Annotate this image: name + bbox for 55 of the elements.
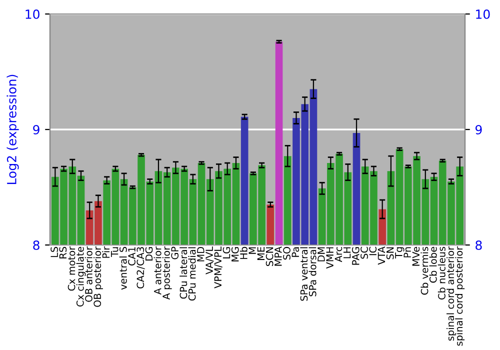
x-tick-label: SCN: [266, 247, 274, 266]
x-tick-label: IC: [369, 246, 377, 256]
y-tick-label: 10: [26, 9, 40, 19]
x-tick-label: SO: [283, 246, 290, 260]
x-tick-label: GP: [171, 246, 179, 260]
x-tick-label: MD: [197, 246, 204, 262]
x-tick-label: CPu lateral: [180, 247, 188, 299]
x-tick-label: ME: [257, 247, 264, 260]
x-tick-label: SPa ventral: [300, 247, 308, 301]
x-tick-label: MG: [231, 247, 239, 262]
x-tick-label: VPM/VPL: [214, 246, 222, 288]
x-tick-label: ventral S: [119, 246, 127, 290]
x-tick-label: CA1: [128, 247, 136, 266]
x-tick-label: PAG: [352, 247, 360, 265]
x-tick-label: MPA: [274, 246, 282, 266]
x-tick-label: SN: [386, 247, 394, 260]
x-tick-label: DG: [145, 247, 153, 260]
y2-tick-label: 10: [476, 9, 490, 19]
x-tick-label: A posterior: [162, 246, 172, 300]
x-tick-label: MVe: [412, 246, 420, 266]
x-tick-label: OB anterior: [84, 246, 92, 302]
y2-tick-label: 8: [476, 240, 482, 250]
x-tick-label: SPa dorsal: [308, 247, 316, 296]
x-tick-label: CA2/CA3: [136, 247, 145, 288]
x-tick-label: Cb vermis: [420, 246, 428, 295]
x-tick-label: Arc: [334, 246, 342, 262]
x-tick-label: Cx motor: [68, 246, 76, 291]
x-tick-label: LG: [222, 247, 230, 258]
y2-tick-label: 9: [476, 124, 482, 134]
x-tick-label: Tu: [111, 247, 118, 258]
x-tick-label: VTA: [378, 246, 386, 265]
x-tick-label: Cx cingulate: [76, 246, 86, 306]
x-tick-label: Cb nucleus: [438, 246, 446, 300]
x-tick-label: CPu medial: [188, 247, 196, 301]
x-tick-label: LS: [50, 246, 58, 258]
x-tick-label: SC: [360, 246, 368, 259]
x-tick-label: Cb lobe: [429, 246, 437, 283]
x-tick-label: Hb: [240, 246, 248, 259]
x-tick-label: VMH: [326, 247, 334, 269]
x-tick-label: M: [248, 247, 256, 254]
y-tick-label: 8: [33, 240, 40, 250]
y-axis-title: Log2 (expression): [6, 74, 19, 184]
x-tick-label: Tg: [395, 247, 404, 259]
y-tick-label: 9: [33, 124, 40, 134]
x-tick-label: OB posterior: [94, 246, 103, 307]
x-tick-label: LH: [344, 247, 351, 258]
x-tick-label: Pir: [102, 246, 110, 258]
x-tick-label: spinal cord posterior: [455, 246, 465, 346]
x-tick-label: Pa: [292, 247, 300, 257]
x-tick-label: spinal cord anterior: [446, 246, 456, 341]
x-tick-label: Pn: [404, 247, 411, 258]
x-tick-label: VA/VL: [206, 246, 214, 274]
x-tick-label: RS: [59, 246, 67, 258]
x-tick-label: A anterior: [154, 246, 162, 295]
x-tick-label: DM: [318, 247, 325, 262]
